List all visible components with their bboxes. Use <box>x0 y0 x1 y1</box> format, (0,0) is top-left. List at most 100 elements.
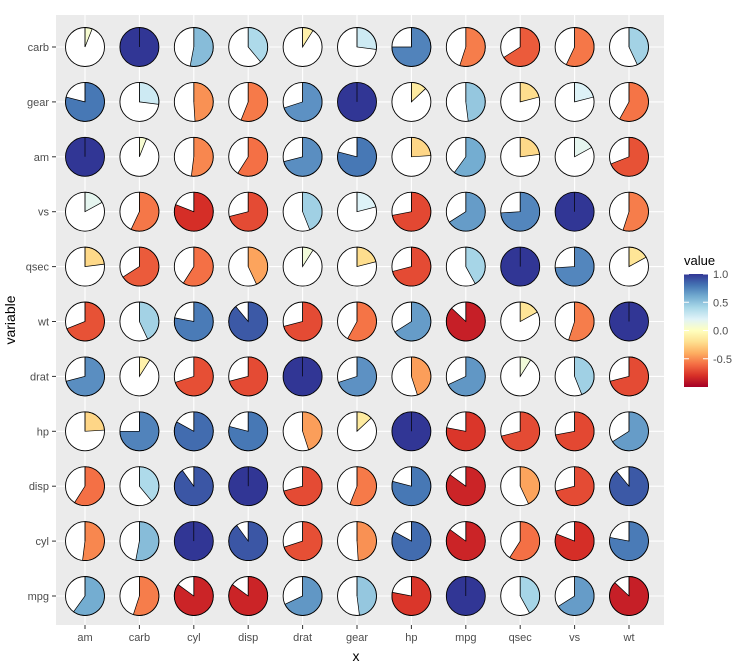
pie-outline <box>554 411 595 452</box>
pie-outline <box>500 246 541 287</box>
pie-cyl-mpg <box>173 576 214 616</box>
pie-outline <box>500 466 541 507</box>
pie-outline <box>445 81 486 122</box>
pie-outline <box>65 136 105 177</box>
pie-outline <box>445 466 486 507</box>
y-tick-label: gear <box>27 97 49 109</box>
pie-outline <box>65 301 105 342</box>
y-tick-label: am <box>34 152 49 164</box>
pie-hp-vs <box>391 191 432 232</box>
pie-outline <box>391 301 432 342</box>
pie-am-cyl <box>65 521 105 562</box>
pie-am-carb <box>65 27 105 67</box>
pie-qsec-cyl <box>500 521 541 562</box>
pie-outline <box>228 136 269 177</box>
pie-drat-mpg <box>282 576 323 616</box>
pie-gear-mpg <box>337 576 377 616</box>
pie-hp-hp <box>391 411 432 452</box>
pie-outline <box>445 27 486 67</box>
x-tick-label: vs <box>569 632 581 644</box>
pie-outline <box>554 466 595 507</box>
pie-gear-vs <box>337 191 377 232</box>
pie-vs-mpg <box>554 576 595 616</box>
pie-outline <box>228 356 269 397</box>
pie-outline <box>65 466 105 507</box>
pie-vs-gear <box>554 81 595 122</box>
pie-disp-vs <box>228 191 269 232</box>
pie-vs-drat <box>554 356 595 397</box>
x-tick-label: am <box>77 632 92 644</box>
pie-cyl-drat <box>173 356 214 397</box>
pie-hp-disp <box>391 466 432 507</box>
pie-carb-hp <box>119 411 160 452</box>
pie-outline <box>173 27 214 67</box>
pie-drat-carb <box>282 27 323 67</box>
pie-carb-vs <box>119 191 160 232</box>
pie-mpg-hp <box>445 411 486 452</box>
y-tick-label: drat <box>30 371 49 383</box>
pie-outline <box>445 411 486 452</box>
pie-wt-vs <box>609 191 649 232</box>
pie-outline <box>391 27 432 67</box>
pie-am-hp <box>65 411 105 452</box>
pie-outline <box>445 136 486 177</box>
pie-outline <box>609 27 649 67</box>
pie-am-mpg <box>65 576 105 616</box>
pie-outline <box>609 411 649 452</box>
pie-hp-cyl <box>391 521 432 562</box>
pie-outline <box>337 191 377 232</box>
x-tick-label: mpg <box>455 632 476 644</box>
pie-outline <box>119 356 160 397</box>
pie-hp-mpg <box>391 576 432 616</box>
pie-outline <box>500 521 541 562</box>
pie-carb-carb <box>119 27 160 67</box>
pie-outline <box>119 411 160 452</box>
pie-outline <box>337 466 377 507</box>
pie-outline <box>228 466 269 507</box>
pie-outline <box>554 576 595 616</box>
pie-vs-am <box>554 136 595 177</box>
pie-outline <box>173 246 214 287</box>
pie-wt-disp <box>609 466 649 507</box>
color-legend: value 1.0 0.5 0.0 -0.5 <box>684 253 732 387</box>
pie-wt-wt <box>609 301 649 342</box>
pie-outline <box>609 246 649 287</box>
pie-mpg-am <box>445 136 486 177</box>
pie-am-am <box>65 136 105 177</box>
pie-outline <box>173 356 214 397</box>
pie-outline <box>554 356 595 397</box>
pie-carb-cyl <box>119 521 160 562</box>
pie-disp-am <box>228 136 269 177</box>
pie-vs-vs <box>554 191 595 232</box>
pie-carb-gear <box>119 81 160 122</box>
pie-hp-am <box>391 136 432 177</box>
pie-vs-cyl <box>554 521 595 562</box>
pie-disp-hp <box>228 411 269 452</box>
pie-am-gear <box>65 81 105 122</box>
pie-outline <box>282 411 323 452</box>
pie-cyl-wt <box>173 301 214 342</box>
y-tick-label: qsec <box>26 262 50 274</box>
pie-wt-mpg <box>609 576 649 616</box>
pie-outline <box>119 191 160 232</box>
y-tick-label: vs <box>38 207 50 219</box>
pie-hp-gear <box>391 81 432 122</box>
y-tick-label: cyl <box>36 536 49 548</box>
pie-vs-carb <box>554 27 595 67</box>
pie-outline <box>554 191 595 232</box>
pie-disp-mpg <box>228 576 269 616</box>
pie-mpg-vs <box>445 191 486 232</box>
pie-outline <box>65 576 105 616</box>
pie-outline <box>173 301 214 342</box>
pie-outline <box>391 81 432 122</box>
pie-outline <box>282 246 323 287</box>
pie-mpg-gear <box>445 81 486 122</box>
x-tick-label: carb <box>129 632 150 644</box>
pie-drat-drat <box>282 356 323 397</box>
legend-ticks: 1.0 0.5 0.0 -0.5 <box>684 269 732 366</box>
legend-tick-label: -0.5 <box>713 354 732 366</box>
pie-outline <box>228 191 269 232</box>
pie-outline <box>500 576 541 616</box>
x-tick-label: qsec <box>509 632 533 644</box>
y-tick-label: wt <box>37 317 49 329</box>
